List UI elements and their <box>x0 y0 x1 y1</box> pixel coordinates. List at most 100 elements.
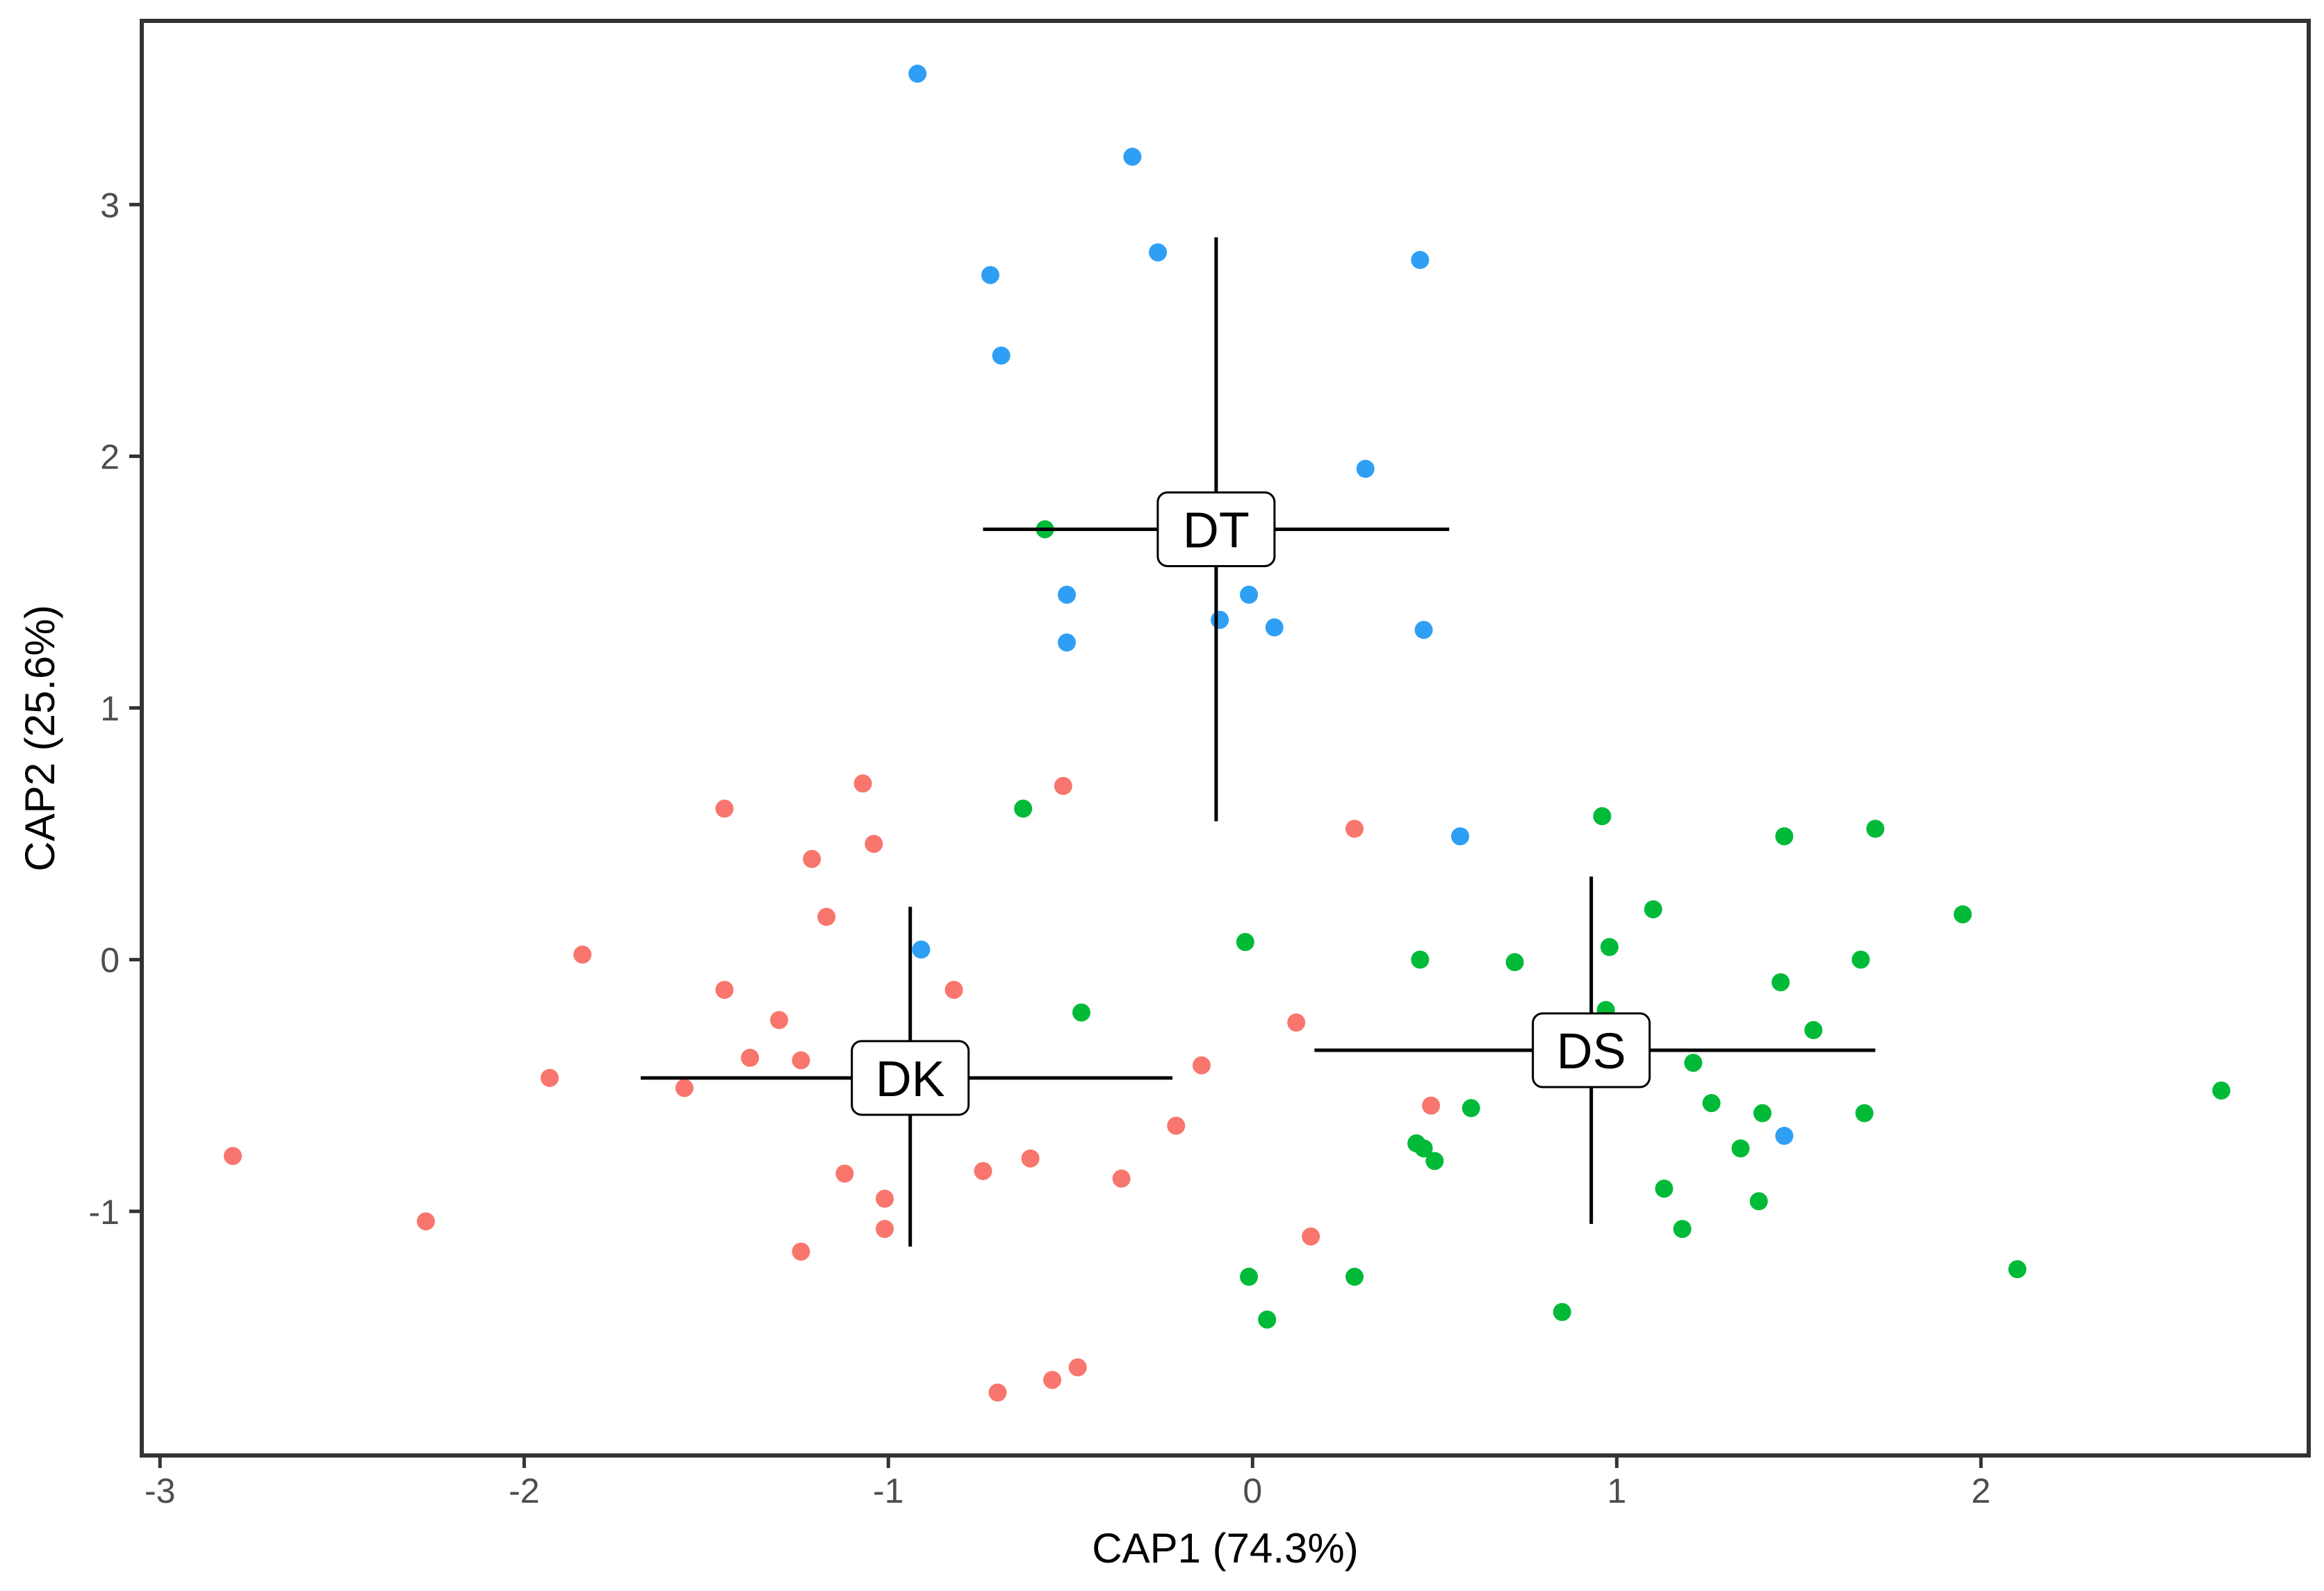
point-dt <box>1058 585 1077 604</box>
point-dk <box>988 1383 1007 1402</box>
point-dt <box>1265 618 1284 637</box>
point-ds <box>1855 1104 1874 1123</box>
point-dk <box>853 774 872 793</box>
y-axis: -1 0 1 2 3 <box>89 186 140 1232</box>
point-ds <box>1505 953 1524 972</box>
centroid-label-box-dt <box>1156 491 1276 567</box>
point-ds <box>1749 1192 1768 1211</box>
y-tick-label: -1 <box>89 1193 120 1232</box>
point-ds <box>1600 938 1619 956</box>
point-dk <box>1192 1056 1211 1075</box>
point-dk <box>974 1161 992 1180</box>
point-ds <box>1731 1139 1750 1158</box>
point-dt <box>1211 610 1229 629</box>
point-dk <box>835 1164 854 1183</box>
point-dk <box>224 1147 243 1166</box>
point-dk <box>675 1079 694 1098</box>
point-dk <box>1021 1149 1040 1168</box>
point-ds <box>1655 1180 1674 1198</box>
y-tick-label: 3 <box>100 186 120 225</box>
point-dk <box>1054 776 1072 795</box>
point-dt <box>1123 147 1142 166</box>
point-dk <box>1287 1013 1306 1032</box>
point-dk <box>770 1011 789 1029</box>
x-axis-title: CAP1 (74.3%) <box>1092 1525 1359 1572</box>
point-ds <box>1954 905 1972 924</box>
point-dk <box>1302 1227 1320 1246</box>
point-dt <box>1775 1127 1794 1145</box>
point-ds <box>1411 950 1430 969</box>
point-dk <box>944 981 963 1000</box>
y-tick-label: 2 <box>100 437 120 476</box>
point-dt <box>1058 633 1077 652</box>
point-dk <box>1112 1169 1131 1188</box>
point-ds <box>1014 799 1033 818</box>
points-layer <box>224 65 2231 1402</box>
x-tick-label: 1 <box>1607 1471 1626 1510</box>
point-ds <box>1240 1267 1259 1286</box>
point-ds <box>1236 933 1254 952</box>
y-tick-label: 1 <box>100 690 120 728</box>
point-ds <box>1771 973 1790 992</box>
point-dt <box>1414 621 1433 639</box>
point-ds <box>1851 950 1870 969</box>
point-dk <box>803 849 821 868</box>
point-ds <box>1866 819 1885 838</box>
point-ds <box>1414 1139 1433 1158</box>
centroid-label-box-dk <box>851 1040 970 1116</box>
point-ds <box>1702 1094 1721 1113</box>
point-ds <box>1644 900 1662 919</box>
point-ds <box>1684 1054 1703 1072</box>
point-dt <box>1356 459 1375 478</box>
centroid-label-dk: DK <box>876 1052 945 1107</box>
point-dk <box>876 1189 894 1208</box>
point-dt <box>1240 585 1259 604</box>
point-dk <box>1167 1116 1186 1135</box>
point-dk <box>817 908 836 927</box>
point-ds <box>1072 1003 1091 1022</box>
point-dt <box>981 266 999 284</box>
centroid-label-box-ds <box>1532 1012 1651 1088</box>
y-tick-label: 0 <box>100 941 120 980</box>
point-dk <box>865 835 883 854</box>
x-axis: -3 -2 -1 0 1 2 <box>145 1458 1990 1510</box>
point-ds <box>1258 1310 1277 1329</box>
point-dk <box>792 1051 810 1070</box>
point-dk <box>540 1068 559 1087</box>
x-tick-label: -2 <box>509 1471 539 1510</box>
x-tick-label: 0 <box>1243 1471 1262 1510</box>
centroid-layer: DK DS DT <box>640 237 1876 1247</box>
point-ds <box>1775 827 1794 846</box>
point-dk <box>1068 1358 1087 1377</box>
point-dk <box>792 1242 810 1261</box>
x-tick-label: -1 <box>873 1471 903 1510</box>
point-dk <box>876 1220 894 1239</box>
point-dk <box>741 1048 760 1067</box>
point-dk <box>715 981 734 1000</box>
point-ds <box>1593 807 1612 826</box>
point-ds <box>1345 1267 1364 1286</box>
x-tick-label: -3 <box>145 1471 175 1510</box>
plot-border <box>140 19 2311 1458</box>
point-ds <box>1673 1220 1692 1239</box>
point-dk <box>1345 819 1364 838</box>
point-dk <box>573 945 592 964</box>
point-dt <box>1451 827 1470 846</box>
point-dk <box>1043 1371 1062 1389</box>
x-tick-label: 2 <box>1971 1471 1990 1510</box>
y-axis-title: CAP2 (25.6%) <box>17 605 63 872</box>
point-ds <box>1462 1099 1480 1118</box>
point-ds <box>1425 1152 1444 1170</box>
point-dk <box>416 1212 435 1231</box>
point-dk <box>1422 1096 1441 1115</box>
point-dk <box>715 799 734 818</box>
point-ds <box>1804 1021 1823 1040</box>
centroid-label-ds: DS <box>1557 1024 1626 1079</box>
centroid-label-dt: DT <box>1183 503 1250 558</box>
point-ds <box>1553 1303 1571 1321</box>
point-ds <box>2212 1081 2231 1100</box>
point-dt <box>912 940 931 959</box>
point-dt <box>908 65 927 83</box>
